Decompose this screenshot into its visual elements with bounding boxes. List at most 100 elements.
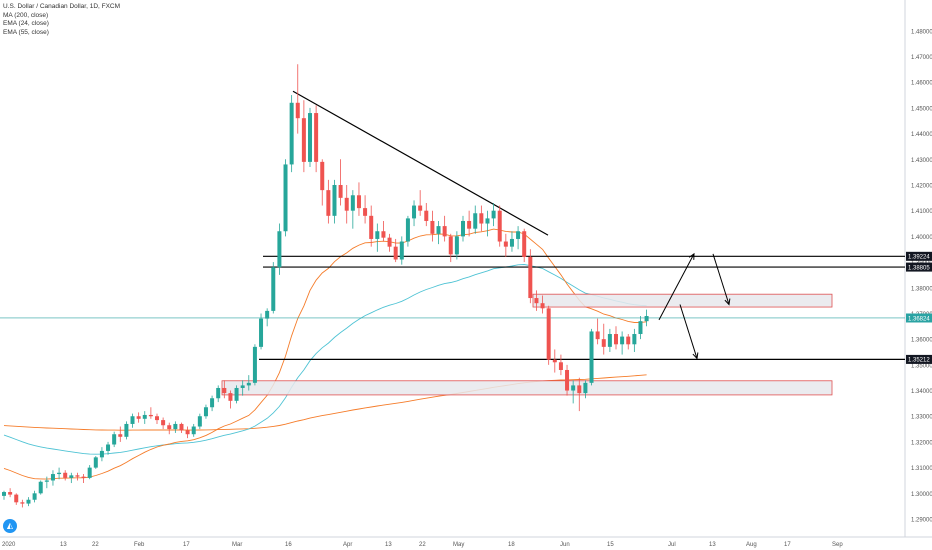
candle-body — [197, 416, 202, 427]
candle-body — [332, 184, 337, 216]
arrow-icon — [679, 304, 698, 359]
candle-body — [497, 210, 502, 242]
candle-body — [546, 308, 551, 360]
candle-body — [136, 416, 141, 419]
price-label-tag — [906, 251, 932, 261]
y-tick-label: 1.45000 — [911, 106, 932, 112]
candle-body — [467, 220, 472, 229]
y-tick-label: 1.47000 — [911, 55, 932, 61]
x-tick-label: Aug — [746, 542, 757, 548]
candle-body — [577, 385, 582, 394]
candle-body — [179, 423, 184, 431]
candle-body — [326, 190, 331, 216]
candle-body — [430, 220, 435, 234]
candle-body — [393, 246, 398, 260]
candle-body — [57, 472, 62, 475]
candle-body — [626, 336, 631, 345]
candle-body — [399, 241, 404, 260]
candle-body — [558, 362, 563, 370]
candle-body — [350, 195, 355, 211]
y-tick-label: 1.32000 — [911, 440, 932, 446]
candle-body — [118, 434, 123, 437]
candle-body — [173, 423, 178, 430]
arrow-head-icon — [688, 252, 695, 260]
candle-body — [155, 416, 159, 421]
candle-body — [124, 423, 129, 437]
candle-body — [356, 195, 361, 209]
price-label: 1.36824 — [908, 316, 930, 322]
candle-body — [491, 210, 496, 219]
x-tick-label: Jun — [560, 542, 570, 548]
candle-body — [75, 475, 80, 477]
candle-body — [644, 316, 649, 322]
candle-body — [320, 161, 325, 191]
candle-body — [369, 215, 374, 239]
support-resistance-zone — [221, 380, 833, 396]
x-tick-label: 16 — [285, 542, 292, 548]
y-tick-label: 1.36000 — [911, 338, 932, 344]
candle-body — [540, 303, 545, 309]
candle-body — [522, 231, 527, 257]
price-label-tag — [906, 313, 932, 323]
candle-body — [142, 414, 147, 419]
candle-body — [38, 481, 43, 494]
candle-body — [565, 369, 570, 391]
candle-body — [595, 331, 600, 340]
x-tick-label: 22 — [419, 542, 426, 548]
candle-body — [479, 213, 484, 224]
legend-ema55: EMA (55, close) — [3, 28, 49, 36]
support-resistance-zone — [532, 293, 833, 308]
candle-body — [99, 450, 104, 458]
tradingview-logo-icon[interactable]: ◭ — [3, 519, 17, 533]
x-tick-label: Apr — [343, 542, 352, 548]
x-tick-label: 13 — [60, 542, 67, 548]
candle-body — [277, 231, 282, 268]
legend-ma200: MA (200, close) — [3, 11, 49, 19]
candle-body — [185, 430, 190, 435]
price-label: 1.35212 — [908, 358, 930, 364]
candle-body — [601, 339, 606, 347]
candle-body — [418, 205, 423, 211]
candle-body — [638, 321, 643, 335]
candle-body — [191, 426, 196, 435]
candle-body — [461, 220, 465, 237]
y-tick-label: 1.38000 — [911, 286, 932, 292]
candle-body — [20, 502, 25, 504]
y-tick-label: 1.41000 — [911, 209, 932, 215]
y-tick-label: 1.30000 — [911, 492, 932, 498]
y-tick-label: 1.29000 — [911, 518, 932, 524]
candle-body — [375, 231, 380, 239]
price-label: 1.38805 — [908, 265, 930, 271]
x-tick-label: Mar — [232, 542, 242, 548]
price-label-tag — [906, 262, 932, 272]
candle-body — [161, 420, 166, 426]
price-label-tag — [906, 354, 932, 364]
candle-body — [246, 382, 251, 386]
candle-body — [583, 382, 588, 394]
price-label: 1.39224 — [908, 255, 930, 261]
candle-body — [8, 492, 13, 495]
candle-body — [454, 236, 459, 255]
candle-body — [26, 499, 31, 504]
candle-body — [338, 184, 343, 198]
candle-body — [167, 425, 172, 430]
candle-body — [571, 385, 576, 391]
x-tick-label: 17 — [784, 542, 791, 548]
candle-body — [485, 218, 490, 224]
x-tick-label: Sep — [832, 542, 843, 548]
arrow-icon — [712, 253, 730, 305]
candle-body — [424, 210, 429, 221]
candle-body — [607, 334, 612, 347]
x-tick-label: Feb — [134, 542, 145, 548]
candle-body — [405, 218, 410, 242]
x-tick-label: May — [453, 542, 464, 548]
candle-body — [289, 102, 294, 165]
candle-body — [473, 213, 478, 229]
candle-body — [614, 334, 618, 345]
arrow-icon — [658, 253, 695, 321]
x-tick-label: 17 — [183, 542, 190, 548]
arrow-head-icon — [724, 298, 731, 306]
candle-body — [69, 475, 74, 478]
candle-body — [503, 241, 508, 247]
